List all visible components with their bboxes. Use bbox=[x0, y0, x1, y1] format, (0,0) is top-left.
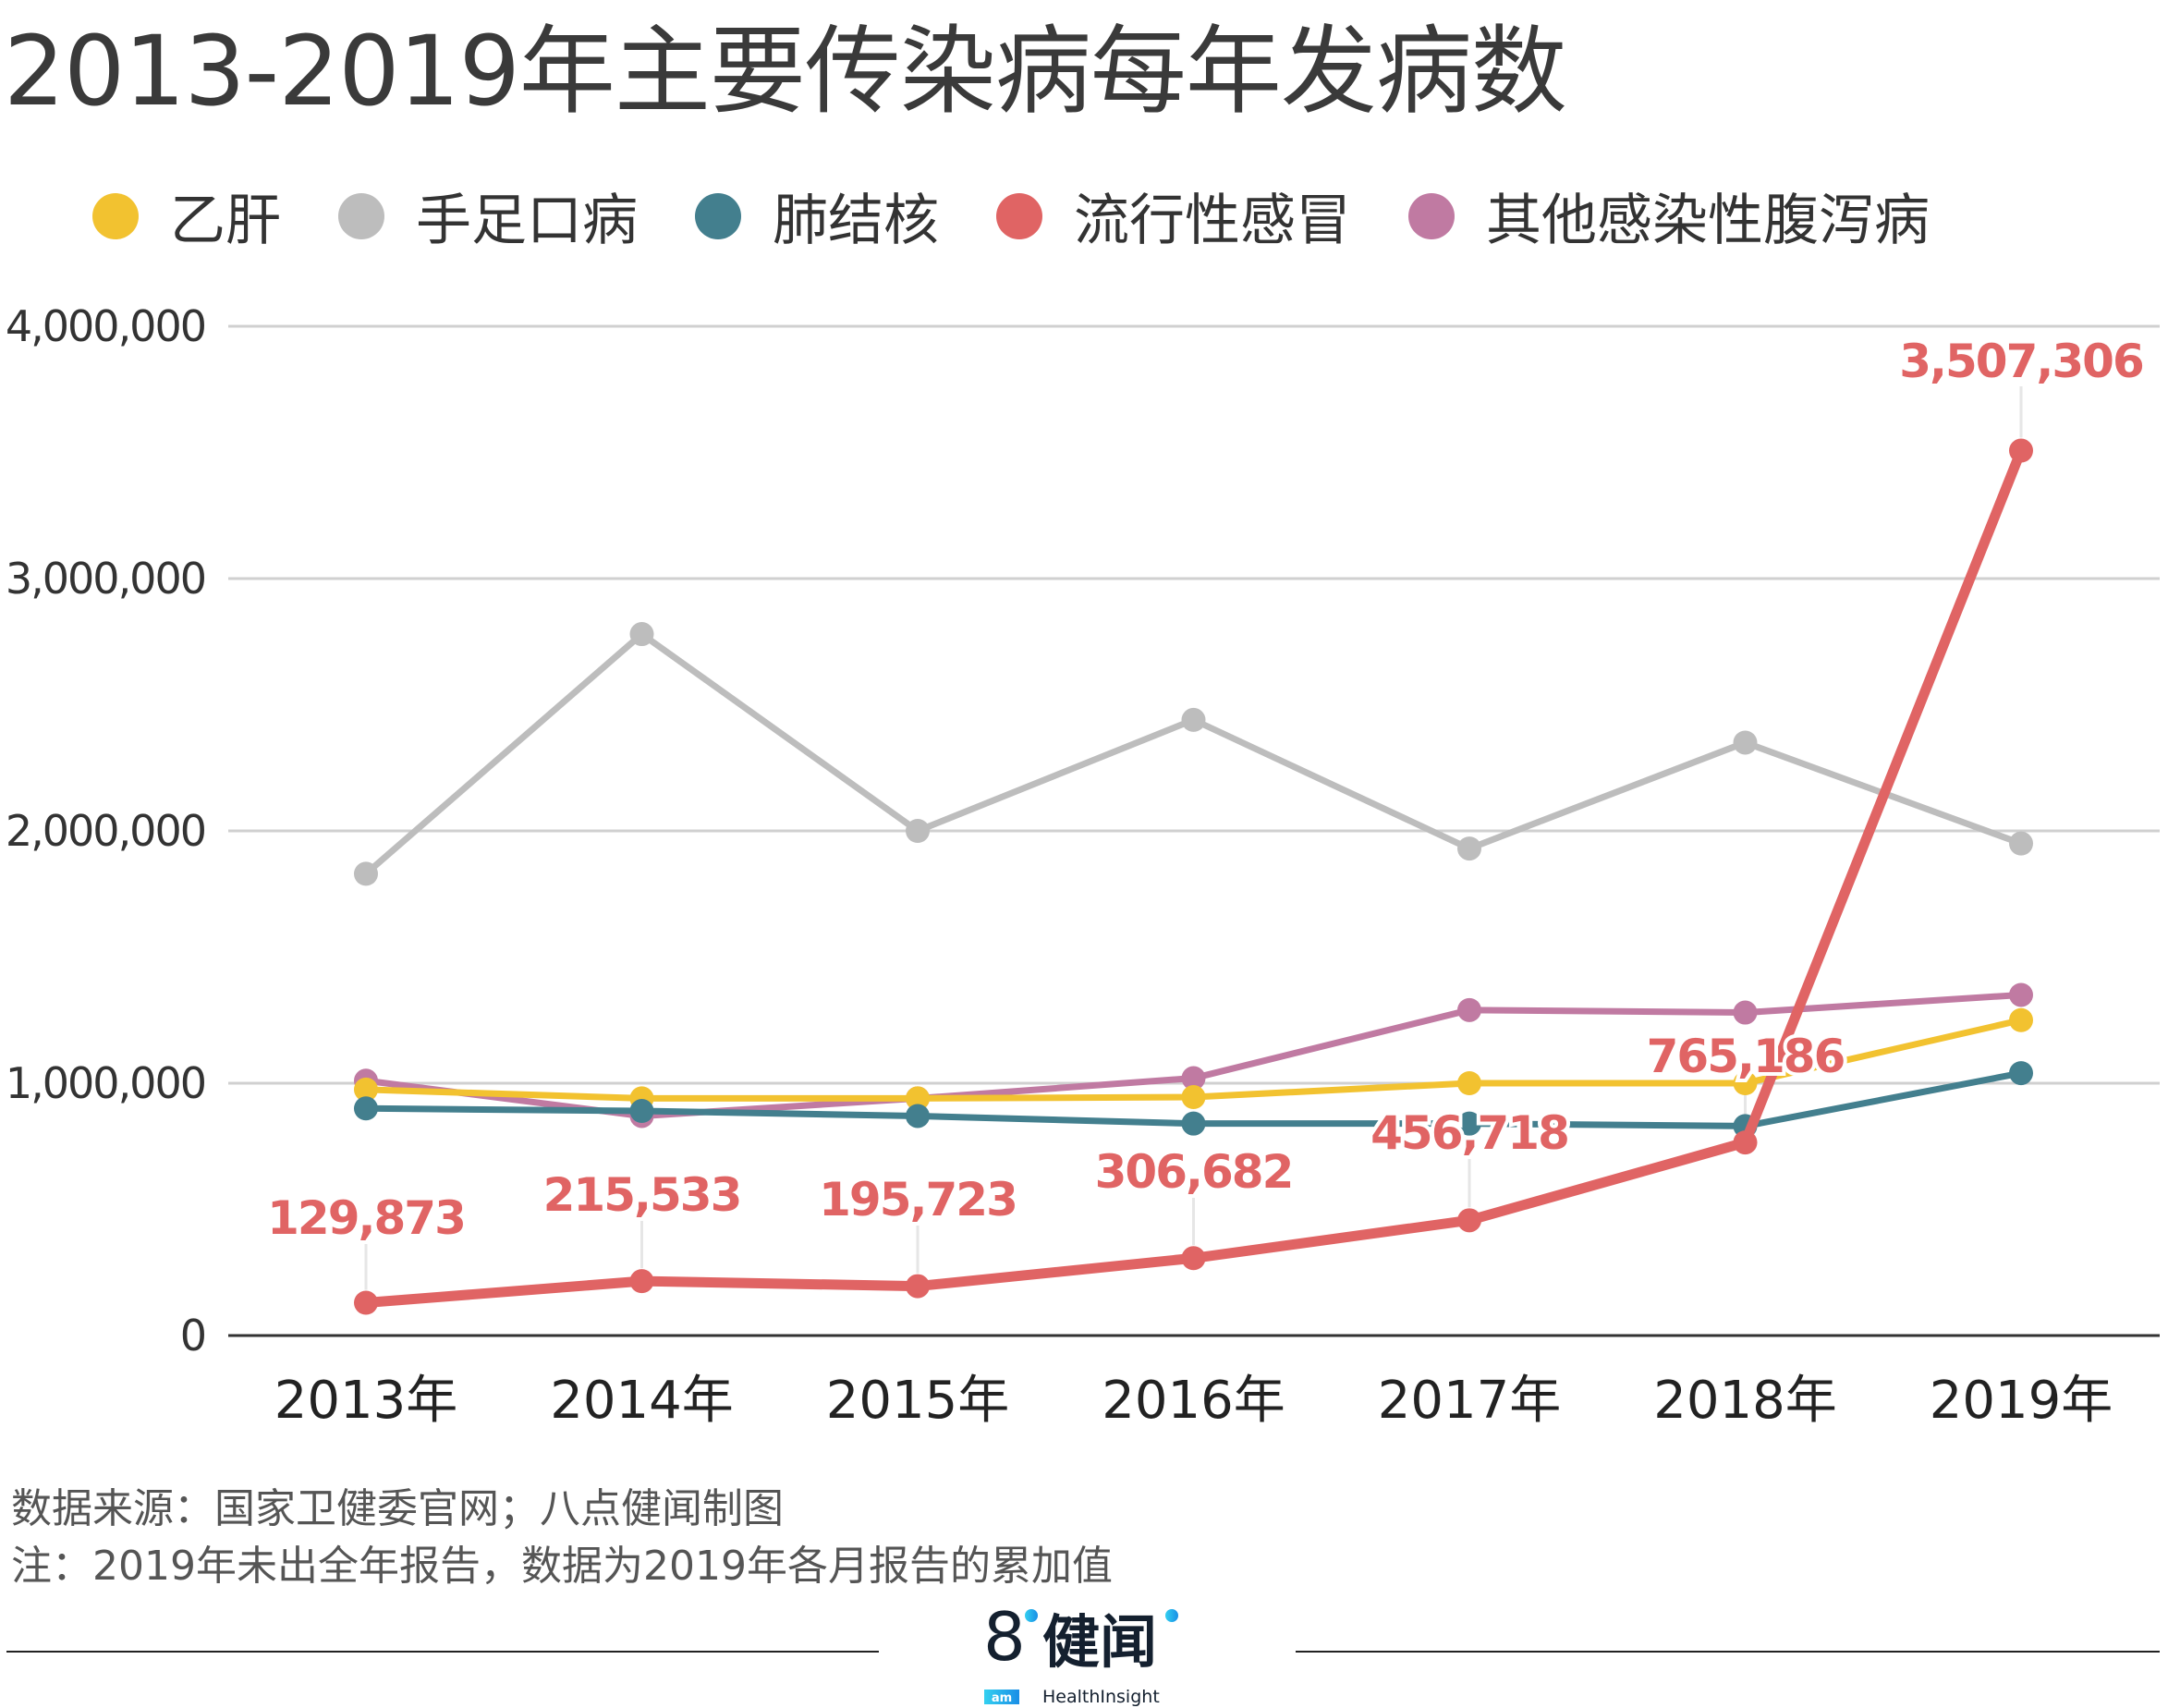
x-tick-label: 2015年 bbox=[826, 1371, 1010, 1431]
legend-label: 手足口病 bbox=[416, 189, 638, 253]
data-label: 456,718 bbox=[1370, 1106, 1568, 1160]
data-point bbox=[354, 1096, 378, 1121]
legend-item: 手足口病 bbox=[338, 176, 638, 256]
logo-dot bbox=[1025, 1609, 1038, 1622]
legend-item: 肺结核 bbox=[695, 176, 939, 256]
data-point bbox=[354, 1290, 378, 1315]
data-point bbox=[1457, 1111, 1481, 1136]
legend-swatch bbox=[92, 192, 139, 239]
logo-tagline: HealthInsight bbox=[1042, 1687, 1160, 1706]
data-point bbox=[1181, 1246, 1206, 1271]
y-tick-label: 4,000,000 bbox=[6, 301, 205, 351]
y-tick-label: 2,000,000 bbox=[6, 806, 205, 856]
chart-title: 2013-2019年主要传染病每年发病数 bbox=[4, 15, 1567, 128]
data-point bbox=[354, 861, 378, 886]
logo-mark: 8 bbox=[983, 1606, 1026, 1676]
legend-item: 乙肝 bbox=[92, 176, 281, 256]
legend-label: 肺结核 bbox=[773, 189, 939, 253]
data-point bbox=[1457, 997, 1481, 1022]
legend-swatch bbox=[996, 192, 1042, 239]
data-point bbox=[1733, 730, 1758, 755]
logo-name: 健闻 bbox=[1042, 1608, 1157, 1676]
line-chart: 0 1,000,000 2,000,000 3,000,000 4,000,000 201… bbox=[6, 301, 2160, 1431]
legend-swatch bbox=[1408, 192, 1455, 239]
logo-dot bbox=[1165, 1609, 1178, 1622]
data-point bbox=[354, 1077, 378, 1102]
data-point bbox=[906, 1274, 930, 1299]
data-point bbox=[1181, 1111, 1206, 1136]
data-label: 3,507,306 bbox=[1899, 335, 2143, 388]
x-tick-label: 2017年 bbox=[1378, 1371, 1562, 1431]
legend-swatch bbox=[338, 192, 384, 239]
data-point bbox=[906, 1086, 930, 1111]
data-point bbox=[1181, 707, 1206, 732]
logo-sub: am bbox=[992, 1691, 1012, 1705]
y-tick-label: 1,000,000 bbox=[6, 1058, 205, 1108]
data-point bbox=[1457, 1208, 1481, 1233]
legend-swatch bbox=[695, 192, 741, 239]
legend-label: 乙肝 bbox=[170, 189, 281, 253]
data-point bbox=[2009, 831, 2033, 856]
data-point bbox=[2009, 438, 2033, 463]
data-point bbox=[629, 1099, 654, 1124]
series-line bbox=[363, 630, 2023, 877]
x-tick-label: 2019年 bbox=[1930, 1371, 2113, 1431]
legend-item: 流行性感冒 bbox=[996, 176, 1351, 256]
data-point bbox=[906, 819, 930, 843]
data-point bbox=[629, 622, 654, 647]
footnote: 注：2019年未出全年报告，数据为2019年各月报告的累加值 bbox=[11, 1543, 1113, 1590]
data-point bbox=[2009, 1007, 2033, 1032]
legend: 乙肝 手足口病 肺结核 流行性感冒 其他感染性腹泻病 bbox=[92, 176, 1987, 256]
logo-badge bbox=[984, 1690, 1019, 1704]
data-label: 306,682 bbox=[1095, 1145, 1293, 1199]
data-label: 765,186 bbox=[1647, 1030, 1845, 1083]
data-point bbox=[1733, 1071, 1758, 1095]
data-label: 129,873 bbox=[267, 1191, 465, 1245]
legend-label: 其他感染性腹泻病 bbox=[1486, 189, 1930, 253]
x-tick-label: 2018年 bbox=[1653, 1371, 1837, 1431]
data-point bbox=[1733, 1130, 1758, 1155]
healthinsight-logo: 8 健闻 am HealthInsight bbox=[983, 1606, 1178, 1706]
x-tick-label: 2013年 bbox=[274, 1371, 458, 1431]
footer-divider-left bbox=[6, 1651, 879, 1653]
x-tick-label: 2014年 bbox=[550, 1371, 734, 1431]
data-point bbox=[906, 1104, 930, 1128]
x-tick-label: 2016年 bbox=[1102, 1371, 1285, 1431]
data-point bbox=[1457, 1071, 1481, 1095]
data-point bbox=[629, 1269, 654, 1294]
data-point bbox=[1457, 836, 1481, 861]
data-point bbox=[1733, 1000, 1758, 1025]
source-note: 数据来源：国家卫健委官网；八点健闻制图 bbox=[11, 1485, 784, 1532]
data-point bbox=[2009, 982, 2033, 1007]
legend-item: 其他感染性腹泻病 bbox=[1408, 176, 1930, 256]
y-tick-label: 3,000,000 bbox=[6, 554, 205, 604]
data-label: 195,723 bbox=[819, 1173, 1017, 1226]
data-point bbox=[1181, 1066, 1206, 1091]
footer-divider-right bbox=[1296, 1651, 2160, 1653]
legend-label: 流行性感冒 bbox=[1074, 189, 1351, 253]
data-point bbox=[2009, 1061, 2033, 1086]
data-label: 215,533 bbox=[543, 1168, 741, 1222]
data-point bbox=[1181, 1085, 1206, 1110]
y-tick-label: 0 bbox=[180, 1311, 205, 1360]
